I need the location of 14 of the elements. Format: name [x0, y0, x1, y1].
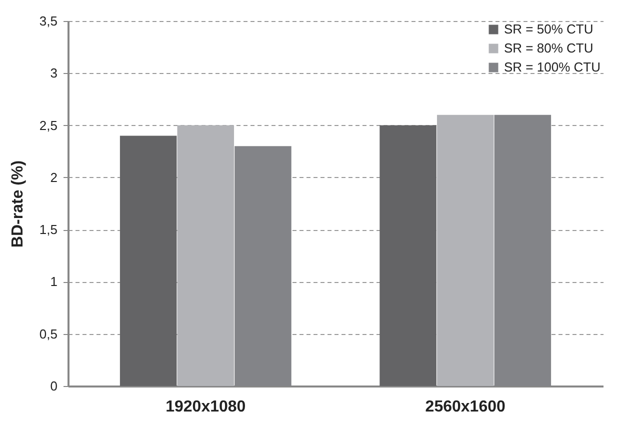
legend-label: SR = 80% CTU	[504, 40, 594, 56]
legend-label: SR = 100% CTU	[504, 60, 600, 74]
y-tick-label: 0	[50, 378, 58, 394]
y-tick-label: 1,5	[39, 222, 58, 238]
x-tick-label: 2560x1600	[425, 398, 506, 416]
y-tick-label: 3	[50, 66, 58, 81]
y-tick-label: 1	[50, 274, 58, 290]
x-tick-label: 1920x1080	[166, 398, 246, 416]
y-tick-label: 2,5	[39, 118, 58, 133]
y-tick-label: 0,5	[39, 326, 58, 342]
legend-label: SR = 50% CTU	[504, 22, 594, 36]
y-axis-title: BD-rate (%)	[9, 160, 26, 248]
y-tick-label: 2	[50, 170, 58, 185]
y-tick-label: 3,5	[39, 14, 58, 28]
